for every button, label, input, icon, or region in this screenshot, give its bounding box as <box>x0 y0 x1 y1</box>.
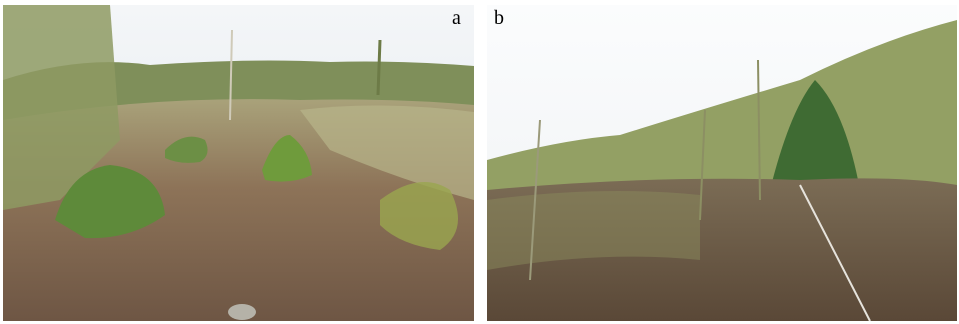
panel-label: b <box>494 7 504 29</box>
tree <box>378 40 380 95</box>
body: a b (() => { const data = JSON.parse(doc… <box>0 0 959 324</box>
stone <box>228 304 256 320</box>
photo-b <box>487 5 957 321</box>
photo-a <box>3 5 474 321</box>
page: Two field photographs {"panels": [{"labe… <box>0 0 959 324</box>
figure: a b <box>0 0 959 324</box>
panel-label: a <box>452 7 461 29</box>
